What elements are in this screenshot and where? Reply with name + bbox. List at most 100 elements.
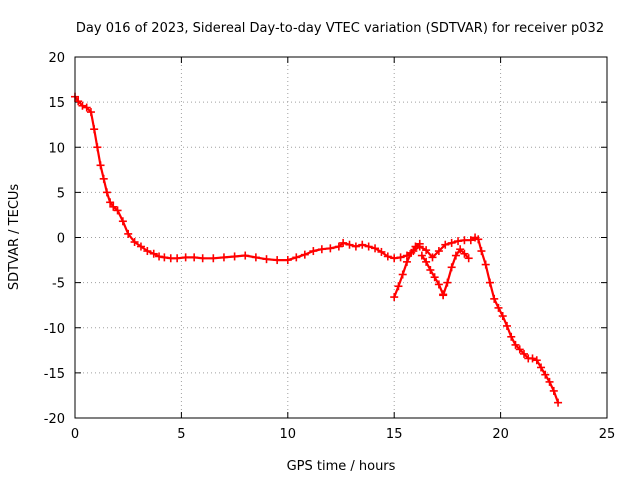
data-point xyxy=(90,125,99,134)
data-point xyxy=(515,345,524,354)
data-point xyxy=(283,256,292,265)
data-point xyxy=(102,188,111,197)
data-point xyxy=(130,238,139,247)
tick-layer: 0 5 10 15 20 25 -20 -15 -10 -5 0 5 10 15 20 xyxy=(44,51,616,442)
x-tick-label: 5 xyxy=(177,427,185,442)
data-point xyxy=(364,242,373,251)
data-point xyxy=(96,161,105,170)
data-point xyxy=(173,254,182,263)
data-point xyxy=(430,273,439,282)
data-point xyxy=(106,198,115,207)
data-point xyxy=(485,278,494,287)
y-tick-label: -15 xyxy=(44,367,65,382)
data-point xyxy=(456,245,465,254)
data-point xyxy=(532,356,541,365)
data-point xyxy=(339,238,348,247)
y-tick-label: -10 xyxy=(44,322,65,337)
y-tick-label: 0 xyxy=(57,232,65,247)
data-point xyxy=(190,253,199,262)
data-point xyxy=(93,143,102,152)
data-point xyxy=(198,254,207,263)
data-point xyxy=(411,242,420,251)
data-point xyxy=(209,254,218,263)
data-point xyxy=(317,245,326,254)
data-point xyxy=(554,398,563,407)
data-point xyxy=(422,257,431,266)
data-point xyxy=(396,253,405,262)
y-tick-label: 5 xyxy=(57,186,65,201)
data-point xyxy=(309,247,318,256)
data-point xyxy=(507,332,516,341)
data-point xyxy=(143,247,152,256)
data-point xyxy=(86,108,95,117)
y-tick-label: 15 xyxy=(48,96,65,111)
data-point xyxy=(454,237,463,246)
y-tick-label: -20 xyxy=(44,412,65,427)
data-point xyxy=(511,340,520,349)
data-point xyxy=(345,240,354,249)
data-point xyxy=(434,280,443,289)
data-point xyxy=(528,354,537,363)
plot-frame xyxy=(74,56,608,419)
x-tick-label: 15 xyxy=(386,427,403,442)
data-point xyxy=(443,278,452,287)
data-point xyxy=(241,251,250,260)
series-line-main xyxy=(73,95,560,404)
data-point xyxy=(358,240,367,249)
data-point xyxy=(464,254,473,263)
chart-title: Day 016 of 2023, Sidereal Day-to-day VTE… xyxy=(76,21,604,36)
data-point xyxy=(460,249,469,258)
data-point xyxy=(477,247,486,256)
data-point xyxy=(474,235,483,244)
data-point xyxy=(181,253,190,262)
data-point xyxy=(155,252,164,261)
data-point xyxy=(109,202,118,211)
x-tick-label: 0 xyxy=(71,427,79,442)
data-point xyxy=(377,247,386,256)
data-point xyxy=(402,257,411,266)
data-point xyxy=(74,97,83,106)
data-point xyxy=(251,253,260,262)
y-axis-label: SDTVAR / TECUs xyxy=(7,184,22,291)
data-point xyxy=(407,248,416,257)
x-tick-label: 10 xyxy=(280,427,297,442)
data-point xyxy=(439,291,448,300)
y-tick-label: 10 xyxy=(48,141,65,156)
data-point xyxy=(451,251,460,260)
data-point xyxy=(78,101,87,110)
data-point xyxy=(415,239,424,248)
data-point xyxy=(502,321,511,330)
data-point xyxy=(394,282,403,291)
data-point xyxy=(466,236,475,245)
data-point xyxy=(351,242,360,251)
data-point xyxy=(426,265,435,274)
series-layer xyxy=(71,92,563,407)
y-tick-label: 20 xyxy=(48,51,65,66)
y-tick-label: -5 xyxy=(52,277,65,292)
data-point xyxy=(371,244,380,253)
data-point xyxy=(113,206,122,215)
data-point xyxy=(441,240,450,249)
data-point xyxy=(99,174,108,183)
x-axis-label: GPS time / hours xyxy=(287,459,396,474)
data-point xyxy=(82,103,91,112)
data-point xyxy=(481,260,490,269)
data-point xyxy=(230,252,239,261)
data-point xyxy=(219,253,228,262)
data-point xyxy=(383,252,392,261)
grid-layer xyxy=(75,57,607,418)
data-point xyxy=(390,254,399,263)
data-point xyxy=(292,253,301,262)
x-tick-label: 20 xyxy=(492,427,509,442)
data-point xyxy=(390,293,399,302)
data-point xyxy=(398,270,407,279)
data-point xyxy=(262,255,271,264)
data-point xyxy=(498,312,507,321)
data-point xyxy=(434,247,443,256)
data-point xyxy=(447,238,456,247)
data-point xyxy=(136,242,145,251)
data-point xyxy=(541,370,550,379)
data-point xyxy=(334,242,343,251)
data-point xyxy=(326,244,335,253)
